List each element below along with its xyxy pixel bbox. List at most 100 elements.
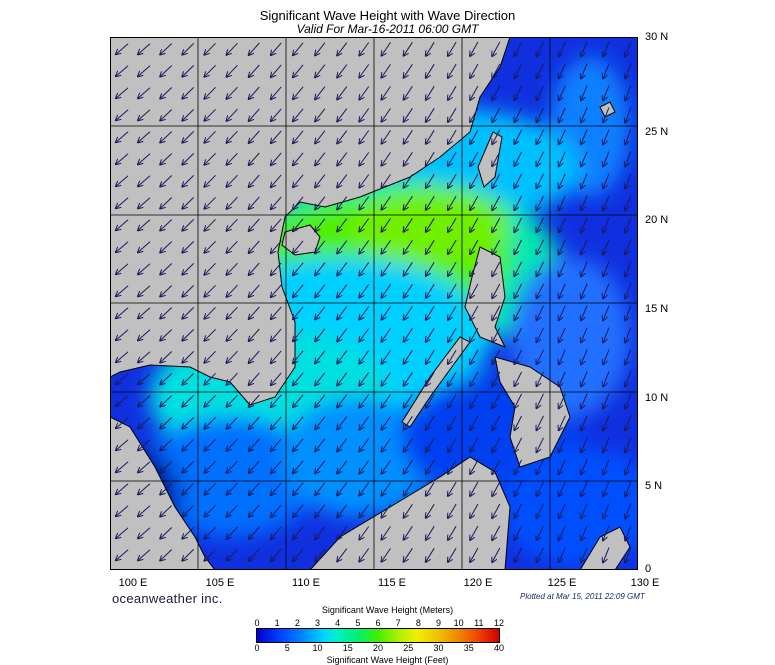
wave-direction-arrow: [182, 241, 195, 252]
wave-direction-arrow: [382, 196, 391, 209]
wave-direction-arrow: [426, 63, 435, 78]
wave-direction-arrow: [204, 482, 216, 494]
meter-tick: 9: [435, 618, 442, 628]
wave-direction-arrow: [271, 328, 282, 341]
wave-direction-arrow: [382, 108, 391, 121]
wave-direction-arrow: [581, 107, 588, 123]
wave-direction-arrow: [470, 63, 479, 78]
wave-direction-arrow: [603, 173, 610, 189]
wave-direction-arrow: [492, 173, 501, 188]
wave-direction-arrow: [337, 42, 348, 56]
wave-direction-arrow: [249, 306, 260, 319]
wave-direction-arrow: [603, 415, 610, 431]
wave-direction-arrow: [492, 525, 501, 540]
wave-direction-arrow: [603, 63, 610, 79]
wave-direction-arrow: [492, 371, 501, 386]
wave-direction-arrow: [227, 548, 238, 561]
wave-direction-arrow: [581, 283, 588, 299]
wave-direction-arrow: [537, 525, 544, 540]
feet-tick: 15: [342, 643, 353, 653]
lon-label-105e: 105 E: [205, 577, 235, 589]
lat-lon-grid: [110, 37, 638, 570]
wave-direction-arrow: [160, 87, 173, 99]
wave-direction-arrow: [271, 372, 282, 385]
wave-direction-arrow: [182, 395, 195, 406]
wave-direction-arrow: [625, 107, 632, 123]
wave-direction-arrow: [227, 42, 238, 55]
wave-direction-arrow: [537, 437, 544, 452]
wave-direction-arrow: [581, 547, 588, 563]
wave-direction-arrow: [227, 350, 238, 363]
wave-direction-arrow: [160, 527, 173, 539]
wave-direction-arrow: [337, 284, 348, 298]
wave-direction-arrow: [492, 239, 501, 254]
wave-direction-arrow: [404, 460, 413, 473]
wave-direction-arrow: [426, 283, 435, 298]
wave-direction-arrow: [625, 547, 632, 563]
feet-tick: 10: [312, 643, 323, 653]
wave-direction-arrow: [470, 503, 479, 518]
wave-direction-arrow: [182, 527, 195, 538]
wave-direction-arrow: [116, 197, 129, 208]
wave-direction-arrow: [271, 218, 282, 231]
wave-direction-arrow: [426, 459, 435, 474]
wave-direction-arrow: [271, 262, 282, 275]
wave-direction-arrow: [603, 261, 610, 277]
wave-direction-arrow: [293, 152, 304, 165]
wave-direction-arrow: [204, 548, 216, 560]
wave-direction-arrow: [315, 438, 326, 452]
wave-direction-arrow: [448, 305, 457, 320]
wave-direction-arrow: [426, 217, 435, 232]
wave-direction-arrow: [559, 107, 566, 123]
wave-direction-arrow: [293, 372, 304, 385]
wave-direction-arrow: [581, 261, 588, 277]
wave-direction-arrow: [404, 108, 413, 121]
wave-direction-arrow: [337, 548, 348, 562]
wave-direction-arrow: [249, 174, 260, 187]
wave-direction-arrow: [470, 151, 479, 166]
wave-direction-arrow: [470, 547, 479, 562]
wave-direction-arrow: [293, 42, 304, 55]
wave-direction-arrow: [337, 372, 348, 386]
lat-label-30n: 30 N: [645, 31, 669, 43]
wave-direction-arrow: [182, 351, 195, 362]
wave-direction-arrow: [382, 262, 391, 275]
meter-tick: 3: [314, 618, 321, 628]
wave-direction-arrow: [426, 151, 435, 166]
wave-direction-arrow: [470, 261, 479, 276]
wave-direction-arrow: [293, 262, 304, 275]
wave-direction-arrow: [204, 526, 216, 538]
wave-direction-arrow: [581, 41, 588, 57]
wave-direction-arrow: [293, 438, 304, 451]
wave-direction-arrow: [603, 371, 610, 387]
wave-direction-arrow: [249, 526, 260, 539]
wave-direction-arrow: [293, 130, 304, 143]
wave-direction-arrow: [271, 306, 282, 319]
wave-direction-arrow: [116, 527, 129, 538]
wave-direction-arrow: [271, 42, 282, 55]
wave-direction-arrow: [271, 526, 282, 539]
wave-direction-arrow: [448, 547, 457, 562]
wave-direction-arrow: [138, 483, 151, 495]
wave-direction-arrow: [271, 416, 282, 429]
wave-direction-arrow: [359, 372, 370, 386]
wave-direction-arrow: [514, 107, 523, 122]
wave-direction-arrow: [603, 327, 610, 343]
wave-direction-arrow: [404, 438, 413, 451]
wave-direction-arrow: [204, 460, 216, 472]
wave-direction-arrow: [116, 263, 129, 274]
wave-direction-arrow: [116, 153, 129, 164]
wave-direction-arrow: [182, 43, 195, 54]
wave-direction-arrow: [470, 481, 479, 496]
wave-direction-arrow: [404, 284, 413, 297]
wave-direction-arrow: [514, 129, 523, 144]
meter-tick: 7: [395, 618, 401, 628]
wave-direction-arrow: [537, 129, 544, 144]
wave-direction-arrow: [404, 482, 413, 495]
wave-direction-arrow: [271, 548, 282, 561]
wave-direction-arrow: [625, 283, 632, 299]
wave-direction-arrow: [625, 503, 632, 519]
wave-direction-arrow: [249, 548, 260, 561]
lat-label-5n: 5 N: [645, 480, 663, 492]
wave-direction-arrow: [581, 217, 588, 233]
